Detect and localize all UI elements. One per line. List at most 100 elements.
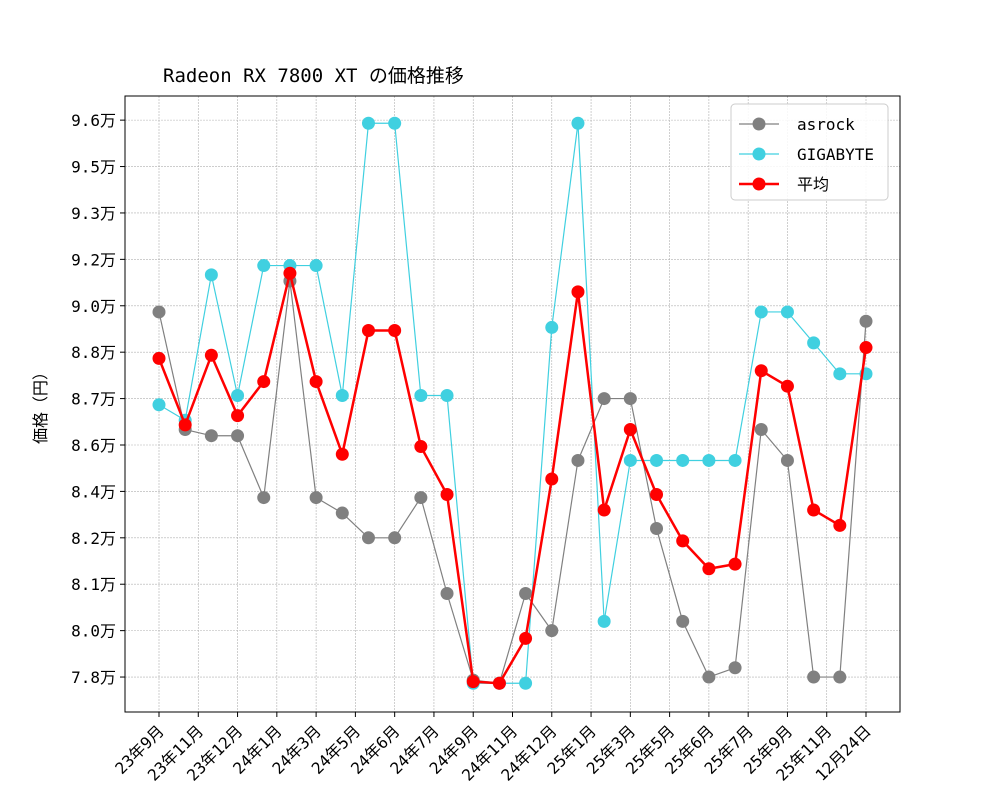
data-point xyxy=(178,418,192,432)
legend-marker xyxy=(752,117,766,131)
data-point xyxy=(440,388,454,402)
data-point xyxy=(650,453,664,467)
y-tick-label: 7.8万 xyxy=(71,668,116,687)
data-point xyxy=(361,324,375,338)
data-point xyxy=(702,453,716,467)
data-point xyxy=(728,453,742,467)
legend-marker xyxy=(752,177,766,191)
data-point xyxy=(859,314,873,328)
data-point xyxy=(728,661,742,675)
y-tick-label: 9.3万 xyxy=(71,204,116,223)
data-point xyxy=(257,491,271,505)
grid xyxy=(125,96,900,712)
data-point xyxy=(257,375,271,389)
data-point xyxy=(440,487,454,501)
chart-title: Radeon RX 7800 XT の価格推移 xyxy=(163,65,464,87)
data-point xyxy=(545,320,559,334)
data-point xyxy=(780,453,794,467)
data-point xyxy=(231,388,245,402)
data-point xyxy=(283,266,297,280)
data-point xyxy=(780,379,794,393)
data-point xyxy=(152,398,166,412)
data-point xyxy=(361,116,375,130)
data-point xyxy=(309,491,323,505)
legend-label: 平均 xyxy=(797,175,829,194)
data-point xyxy=(571,285,585,299)
data-point xyxy=(152,351,166,365)
data-point xyxy=(623,392,637,406)
data-point xyxy=(388,531,402,545)
data-point xyxy=(309,259,323,273)
data-point xyxy=(519,587,533,601)
series-line xyxy=(158,122,866,684)
data-point xyxy=(754,305,768,319)
data-point xyxy=(571,453,585,467)
data-point xyxy=(650,487,664,501)
data-point xyxy=(414,440,428,454)
legend-label: asrock xyxy=(797,115,855,134)
data-point xyxy=(204,348,218,362)
series-line xyxy=(157,272,868,685)
data-point xyxy=(204,429,218,443)
data-point xyxy=(702,562,716,576)
data-point xyxy=(519,631,533,645)
data-point xyxy=(414,491,428,505)
data-point xyxy=(545,472,559,486)
data-point xyxy=(361,531,375,545)
data-point xyxy=(676,614,690,628)
data-point xyxy=(623,453,637,467)
data-point xyxy=(833,518,847,532)
data-point xyxy=(833,670,847,684)
y-tick-label: 8.1万 xyxy=(71,575,116,594)
data-point xyxy=(309,375,323,389)
legend-label: GIGABYTE xyxy=(797,145,874,164)
data-point xyxy=(388,324,402,338)
data-point xyxy=(257,259,271,273)
data-point xyxy=(807,503,821,517)
data-point xyxy=(335,388,349,402)
legend: asrock GIGABYTE 平均 xyxy=(730,103,889,201)
y-tick-label: 8.0万 xyxy=(71,622,116,641)
y-tick-label: 9.6万 xyxy=(71,111,116,130)
data-point xyxy=(492,676,506,690)
legend-box xyxy=(730,103,889,201)
data-point xyxy=(545,624,559,638)
data-point xyxy=(650,522,664,536)
data-point xyxy=(597,503,611,517)
data-point xyxy=(519,676,533,690)
data-point xyxy=(231,409,245,423)
data-point xyxy=(623,423,637,437)
series-line xyxy=(158,280,867,684)
data-point xyxy=(335,506,349,520)
data-point xyxy=(231,429,245,443)
y-tick-label: 9.5万 xyxy=(71,158,116,177)
y-tick-label: 9.0万 xyxy=(71,297,116,316)
data-point xyxy=(466,675,480,689)
data-point xyxy=(754,364,768,378)
data-point xyxy=(859,341,873,355)
y-tick-label: 8.2万 xyxy=(71,529,116,548)
data-point xyxy=(728,557,742,571)
data-point xyxy=(571,116,585,130)
data-point xyxy=(676,453,690,467)
data-point xyxy=(833,367,847,381)
data-point xyxy=(335,447,349,461)
data-point xyxy=(807,670,821,684)
data-point xyxy=(597,392,611,406)
y-tick-label: 8.6万 xyxy=(71,436,116,455)
series-lines xyxy=(152,116,873,690)
data-point xyxy=(807,336,821,350)
data-point xyxy=(414,388,428,402)
y-tick-label: 9.2万 xyxy=(71,250,116,269)
data-point xyxy=(204,268,218,282)
y-axis: 7.8万 8.0万 8.1万 8.2万 8.4万 8.6万 8.7万 8.8万 9.0万 9.2万… xyxy=(71,111,125,687)
data-point xyxy=(676,534,690,548)
data-point xyxy=(780,305,794,319)
y-tick-label: 8.4万 xyxy=(71,482,116,501)
data-point xyxy=(702,670,716,684)
series-GIGABYTE xyxy=(152,116,873,690)
y-axis-label: 価格（円） xyxy=(31,364,50,444)
y-tick-label: 8.7万 xyxy=(71,390,116,409)
data-point xyxy=(754,423,768,437)
